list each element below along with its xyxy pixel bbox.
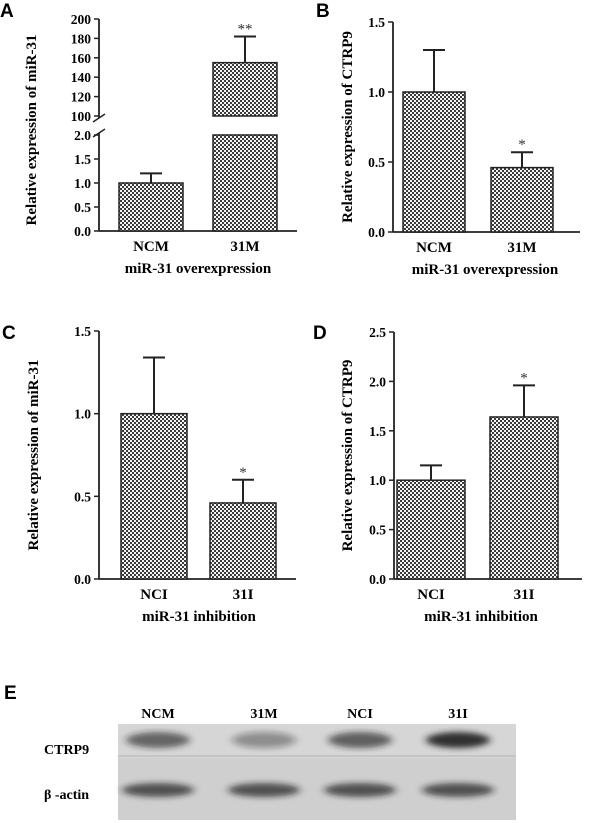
x-category-label: 31M (507, 240, 536, 256)
x-axis-title: miR-31 overexpression (412, 262, 559, 278)
y-tick-label: 120 (71, 90, 92, 105)
blot-band (228, 783, 300, 797)
y-tick-label: 1.5 (74, 324, 91, 339)
y-tick-label: 0.0 (369, 572, 386, 587)
y-tick-label: 1.0 (74, 176, 91, 191)
blot-band (232, 732, 296, 748)
bar (209, 502, 277, 580)
significance-label: * (520, 370, 528, 386)
x-category-label: 31M (230, 239, 259, 255)
y-tick-label: 2.0 (74, 128, 91, 143)
x-category-label: NCM (416, 240, 452, 256)
panel-d-letter: D (313, 323, 327, 344)
blot-row-label-actin: β -actin (44, 788, 89, 803)
y-axis-title: Relative expression of miR-31 (24, 35, 40, 226)
x-category-label: NCM (133, 239, 169, 255)
chart-panel-d: 0.0 0.5 1.0 1.5 2.0 2.5 NCI * 31I miR-31 inhibiti… (340, 325, 582, 625)
y-tick-label: 2.0 (369, 374, 386, 389)
blot-band (426, 732, 490, 748)
y-tick-label: 0.5 (369, 523, 386, 538)
x-axis-title: miR-31 inhibition (142, 609, 256, 625)
blot-band (328, 732, 392, 748)
y-axis-title: Relative expression of miR-31 (26, 360, 42, 551)
bar (489, 416, 559, 580)
y-tick-label: 2.5 (369, 325, 386, 340)
blot-band (126, 732, 190, 748)
y-tick-label: 0.5 (368, 155, 385, 170)
y-axis-title: Relative expression of CTRP9 (340, 31, 356, 223)
y-tick-label: 1.0 (368, 85, 385, 100)
western-blot-panel: NCM 31M NCI 31I CTRP9 β -actin (44, 707, 516, 820)
y-tick-label: 0.5 (74, 200, 91, 215)
y-tick-label: 0.0 (74, 224, 91, 239)
blot-lane-label: 31M (250, 707, 277, 722)
x-category-label: 31I (233, 587, 254, 603)
y-tick-label: 0.0 (368, 225, 385, 240)
blot-lane-label: NCI (347, 707, 373, 722)
y-tick-label: 0.5 (74, 489, 91, 504)
blot-lane-label: NCM (141, 707, 174, 722)
y-tick-label: 1.0 (74, 407, 91, 422)
x-category-label: 31I (514, 587, 535, 603)
y-tick-label: 140 (71, 70, 92, 85)
y-tick-label: 1.5 (74, 152, 91, 167)
axis-break-mark (92, 113, 106, 123)
x-axis-title: miR-31 inhibition (424, 609, 538, 625)
bar (402, 91, 466, 233)
panel-b-letter: B (316, 1, 330, 22)
y-tick-label: 160 (71, 51, 92, 66)
bar (490, 166, 554, 233)
chart-panel-a: 0.0 0.5 1.0 1.5 2.0 100 120 140 160 180 200 ** NCM 31… (24, 12, 297, 277)
bar (212, 61, 278, 117)
x-axis-title: miR-31 overexpression (125, 261, 272, 277)
significance-label: * (518, 137, 526, 153)
y-tick-label: 1.5 (368, 15, 385, 30)
y-tick-label: 0.0 (74, 572, 91, 587)
y-tick-label: 1.5 (369, 424, 386, 439)
y-tick-label: 200 (71, 12, 92, 27)
bar-break-gap (211, 117, 279, 134)
blot-band (422, 783, 494, 797)
blot-band (122, 783, 194, 797)
y-tick-label: 1.0 (369, 473, 386, 488)
blot-row-label-ctrp9: CTRP9 (44, 743, 89, 758)
y-tick-label: 180 (71, 31, 92, 46)
bar (120, 412, 188, 580)
y-axis-title: Relative expression of CTRP9 (340, 360, 356, 552)
chart-panel-b: 0.0 0.5 1.0 1.5 NCM * 31M miR-31 overexpression… (340, 15, 580, 278)
blot-band (324, 783, 396, 797)
chart-panel-c: 0.0 0.5 1.0 1.5 NCI * 31I miR-31 inhibition Rela… (26, 324, 296, 625)
x-category-label: NCI (140, 587, 168, 603)
significance-label: ** (238, 21, 253, 37)
bar (212, 134, 278, 232)
panel-c-letter: C (2, 323, 16, 344)
blot-lane-label: 31I (448, 707, 467, 722)
panel-a-letter: A (0, 1, 14, 22)
significance-label: * (239, 465, 247, 481)
bar (396, 479, 466, 580)
panel-e-letter: E (4, 683, 17, 704)
x-category-label: NCI (417, 587, 445, 603)
y-tick-label: 100 (71, 109, 92, 124)
bar (118, 182, 184, 232)
